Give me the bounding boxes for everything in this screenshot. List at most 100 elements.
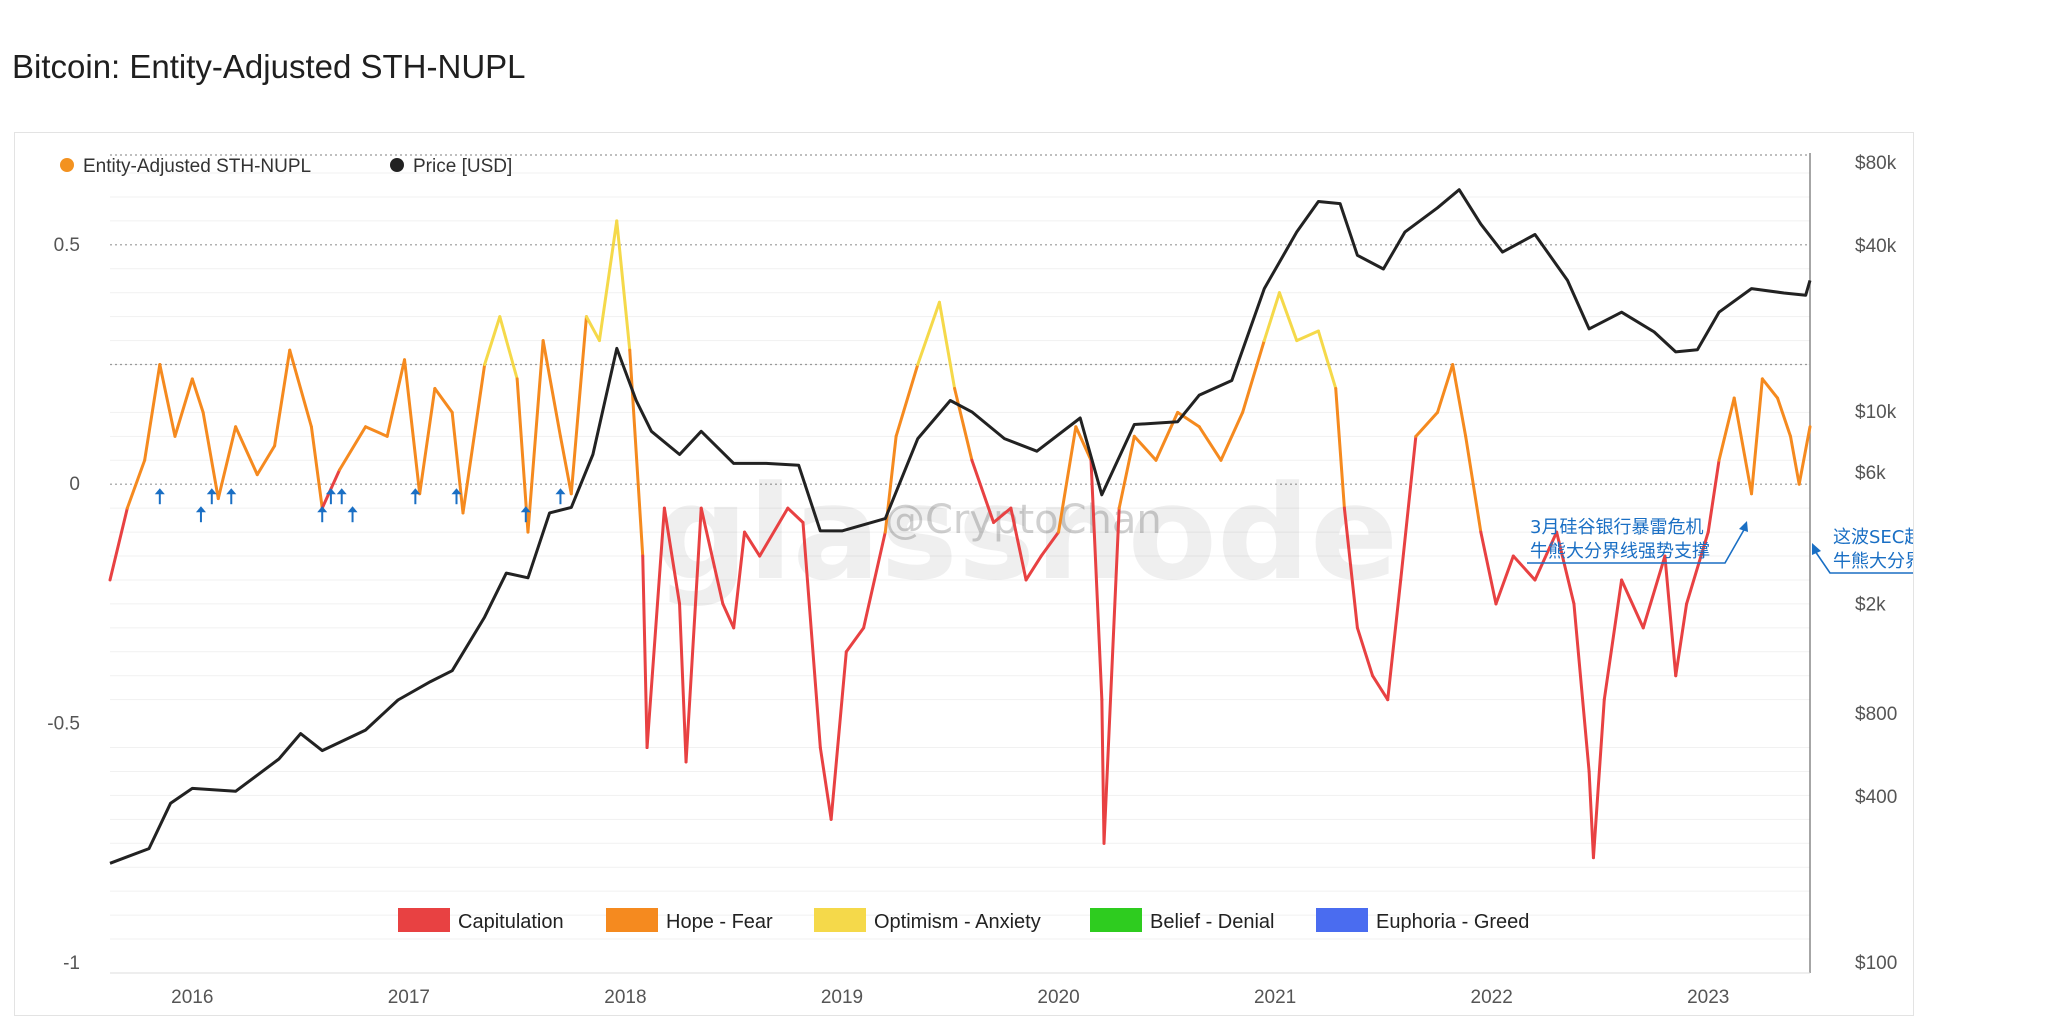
nupl-segment bbox=[1706, 458, 1721, 534]
nupl-segment bbox=[953, 386, 974, 462]
nupl-segment bbox=[937, 300, 957, 390]
nupl-segment bbox=[1057, 425, 1078, 534]
left-tick-label: 0.5 bbox=[54, 235, 80, 256]
annotation-svb-pointer bbox=[1527, 527, 1746, 564]
watermark-layer: glassnode @CryptoChan bbox=[655, 457, 1398, 609]
nupl-segment bbox=[1451, 363, 1468, 438]
left-tick-label: -1 bbox=[63, 953, 80, 974]
zone-legend-swatch bbox=[1316, 908, 1368, 932]
nupl-segment bbox=[201, 410, 220, 501]
nupl-segment bbox=[515, 377, 530, 534]
nupl-segment bbox=[992, 506, 1013, 525]
nupl-segment bbox=[108, 506, 129, 582]
left-tick-label: -0.5 bbox=[47, 714, 80, 735]
nupl-segment bbox=[1797, 425, 1812, 486]
top-legend-marker bbox=[390, 158, 404, 172]
nupl-segment bbox=[1685, 530, 1710, 606]
zone-legend-label: Hope - Fear bbox=[666, 911, 773, 933]
nupl-segment bbox=[916, 300, 941, 367]
x-tick-label: 2016 bbox=[171, 987, 213, 1008]
nupl-segment bbox=[786, 506, 805, 525]
support-arrow-head bbox=[325, 488, 336, 495]
x-tick-label: 2018 bbox=[604, 987, 646, 1008]
nupl-segment bbox=[970, 458, 996, 525]
annotation-svb-line1: 3月硅谷银行暴雷危机 bbox=[1530, 517, 1703, 538]
right-tick-label: $10k bbox=[1855, 402, 1897, 423]
nupl-segment bbox=[1342, 506, 1359, 630]
nupl-segment bbox=[1039, 530, 1061, 558]
left-tick-label: 0 bbox=[69, 474, 80, 495]
support-arrow-head bbox=[195, 506, 206, 513]
nupl-segment bbox=[1464, 434, 1483, 534]
annotation-svb-arrowhead bbox=[1739, 521, 1748, 532]
nupl-segment bbox=[662, 506, 682, 606]
nupl-segment bbox=[1334, 386, 1346, 510]
nupl-segment bbox=[1760, 377, 1780, 400]
nupl-segment bbox=[1750, 377, 1764, 496]
nupl-segment bbox=[569, 315, 588, 496]
nupl-segment bbox=[255, 444, 277, 477]
nupl-segment bbox=[1355, 626, 1375, 678]
nupl-segment bbox=[732, 530, 747, 630]
support-arrow-head bbox=[410, 488, 421, 495]
series-layer bbox=[108, 188, 1812, 865]
nupl-segment bbox=[1154, 410, 1180, 462]
nupl-segment bbox=[1663, 554, 1678, 678]
nupl-segment bbox=[1555, 530, 1576, 606]
x-tick-label: 2020 bbox=[1037, 987, 1079, 1008]
zone-legend-label: Capitulation bbox=[458, 911, 564, 933]
support-arrow-head bbox=[555, 488, 566, 495]
right-tick-label: $400 bbox=[1855, 787, 1897, 808]
page-title: Bitcoin: Entity-Adjusted STH-NUPL bbox=[12, 48, 526, 85]
nupl-segment bbox=[818, 746, 833, 821]
nupl-segment bbox=[364, 425, 389, 438]
credit-watermark: @CryptoChan bbox=[885, 497, 1162, 543]
nupl-segment bbox=[1732, 396, 1754, 496]
zone-legend-label: Euphoria - Greed bbox=[1376, 911, 1529, 933]
watermark: glassnode bbox=[655, 457, 1398, 609]
nupl-segment bbox=[288, 348, 313, 429]
top-legend: Entity-Adjusted STH-NUPL Price [USD] bbox=[60, 156, 512, 177]
nupl-segment bbox=[1241, 339, 1266, 414]
zone-legend-label: Optimism - Anxiety bbox=[874, 911, 1041, 933]
support-arrow-head bbox=[451, 488, 462, 495]
nupl-segment bbox=[234, 425, 259, 477]
nupl-segment bbox=[1102, 506, 1121, 845]
nupl-segment bbox=[758, 506, 790, 558]
nupl-segment bbox=[628, 348, 645, 558]
x-tick-label: 2023 bbox=[1687, 987, 1729, 1008]
nupl-segment bbox=[403, 358, 422, 496]
nupl-segment bbox=[1399, 434, 1418, 582]
nupl-segment bbox=[678, 602, 688, 764]
support-arrow-head bbox=[206, 488, 217, 495]
nupl-segment bbox=[1717, 396, 1736, 462]
support-arrow-head bbox=[226, 488, 237, 495]
nupl-segment bbox=[1277, 291, 1299, 343]
zone-legend-swatch bbox=[814, 908, 866, 932]
zone-legend-swatch bbox=[1090, 908, 1142, 932]
top-legend-label: Entity-Adjusted STH-NUPL bbox=[83, 156, 311, 177]
nupl-segment bbox=[1572, 602, 1591, 773]
nupl-segment bbox=[844, 626, 866, 654]
nupl-segment bbox=[1371, 674, 1390, 702]
left-axis: 0.5 0 -0.5 -1 bbox=[47, 235, 80, 974]
support-arrow-head bbox=[317, 506, 328, 513]
zone-legend-label: Belief - Denial bbox=[1150, 911, 1275, 933]
nupl-segment bbox=[190, 377, 205, 414]
right-tick-label: $80k bbox=[1855, 153, 1897, 174]
nupl-segment bbox=[801, 521, 822, 750]
right-tick-label: $6k bbox=[1855, 463, 1886, 484]
annotation-svb-line2: 牛熊大分界线强势支撑 bbox=[1530, 541, 1710, 562]
nupl-segment bbox=[216, 425, 238, 501]
x-axis: 2016 2017 2018 2019 2020 2021 2022 2023 bbox=[171, 987, 1729, 1008]
right-tick-label: $100 bbox=[1855, 953, 1897, 974]
nupl-segment bbox=[1219, 410, 1245, 462]
nupl-segment bbox=[1132, 434, 1158, 462]
nupl-segment bbox=[1602, 578, 1624, 702]
zone-legend-swatch bbox=[398, 908, 450, 932]
nupl-segment bbox=[1316, 329, 1338, 390]
nupl-segment bbox=[461, 363, 487, 515]
nupl-segment bbox=[641, 554, 649, 750]
nupl-segment bbox=[1414, 410, 1440, 438]
zone-legend-swatch bbox=[606, 908, 658, 932]
